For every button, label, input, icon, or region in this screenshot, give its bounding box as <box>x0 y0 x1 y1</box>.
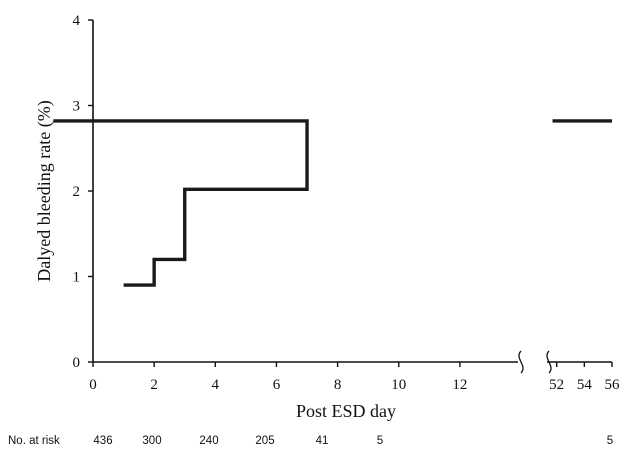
y-tick-label: 3 <box>73 99 81 115</box>
risk-count: 240 <box>199 435 218 447</box>
risk-count: 41 <box>316 435 329 447</box>
x-tick-label: 8 <box>334 377 342 393</box>
risk-count: 300 <box>142 435 161 447</box>
risk-count: 205 <box>255 435 274 447</box>
x-tick-label: 56 <box>605 377 621 393</box>
y-tick-label: 4 <box>73 13 81 29</box>
x-tick-label: 4 <box>212 377 220 393</box>
x-tick-label: 54 <box>577 377 593 393</box>
axis-main <box>92 20 518 363</box>
y-tick-label: 0 <box>73 355 81 371</box>
x-tick-label: 52 <box>549 377 564 393</box>
risk-count: 5 <box>377 435 383 447</box>
x-tick-label: 6 <box>273 377 281 393</box>
axis-break-mark-left <box>518 350 524 374</box>
risk-table: No. at risk 436 300 240 205 41 5 5 <box>8 435 613 447</box>
axis-break-mark-right <box>546 350 552 374</box>
axes <box>92 20 612 374</box>
series-line <box>53 119 612 287</box>
series-step-line <box>53 119 612 287</box>
risk-count: 436 <box>93 435 112 447</box>
risk-count: 5 <box>607 435 613 447</box>
y-tick-label: 2 <box>73 184 81 200</box>
x-tick-label: 10 <box>391 377 406 393</box>
y-axis-title: Dalyed bleeding rate (%) <box>34 100 55 281</box>
x-axis-title: Post ESD day <box>296 401 396 421</box>
y-tick-label: 1 <box>73 270 81 286</box>
x-tick-label: 12 <box>452 377 467 393</box>
x-tick-label: 2 <box>150 377 158 393</box>
risk-table-label: No. at risk <box>8 435 60 447</box>
x-tick-label: 0 <box>89 377 97 393</box>
